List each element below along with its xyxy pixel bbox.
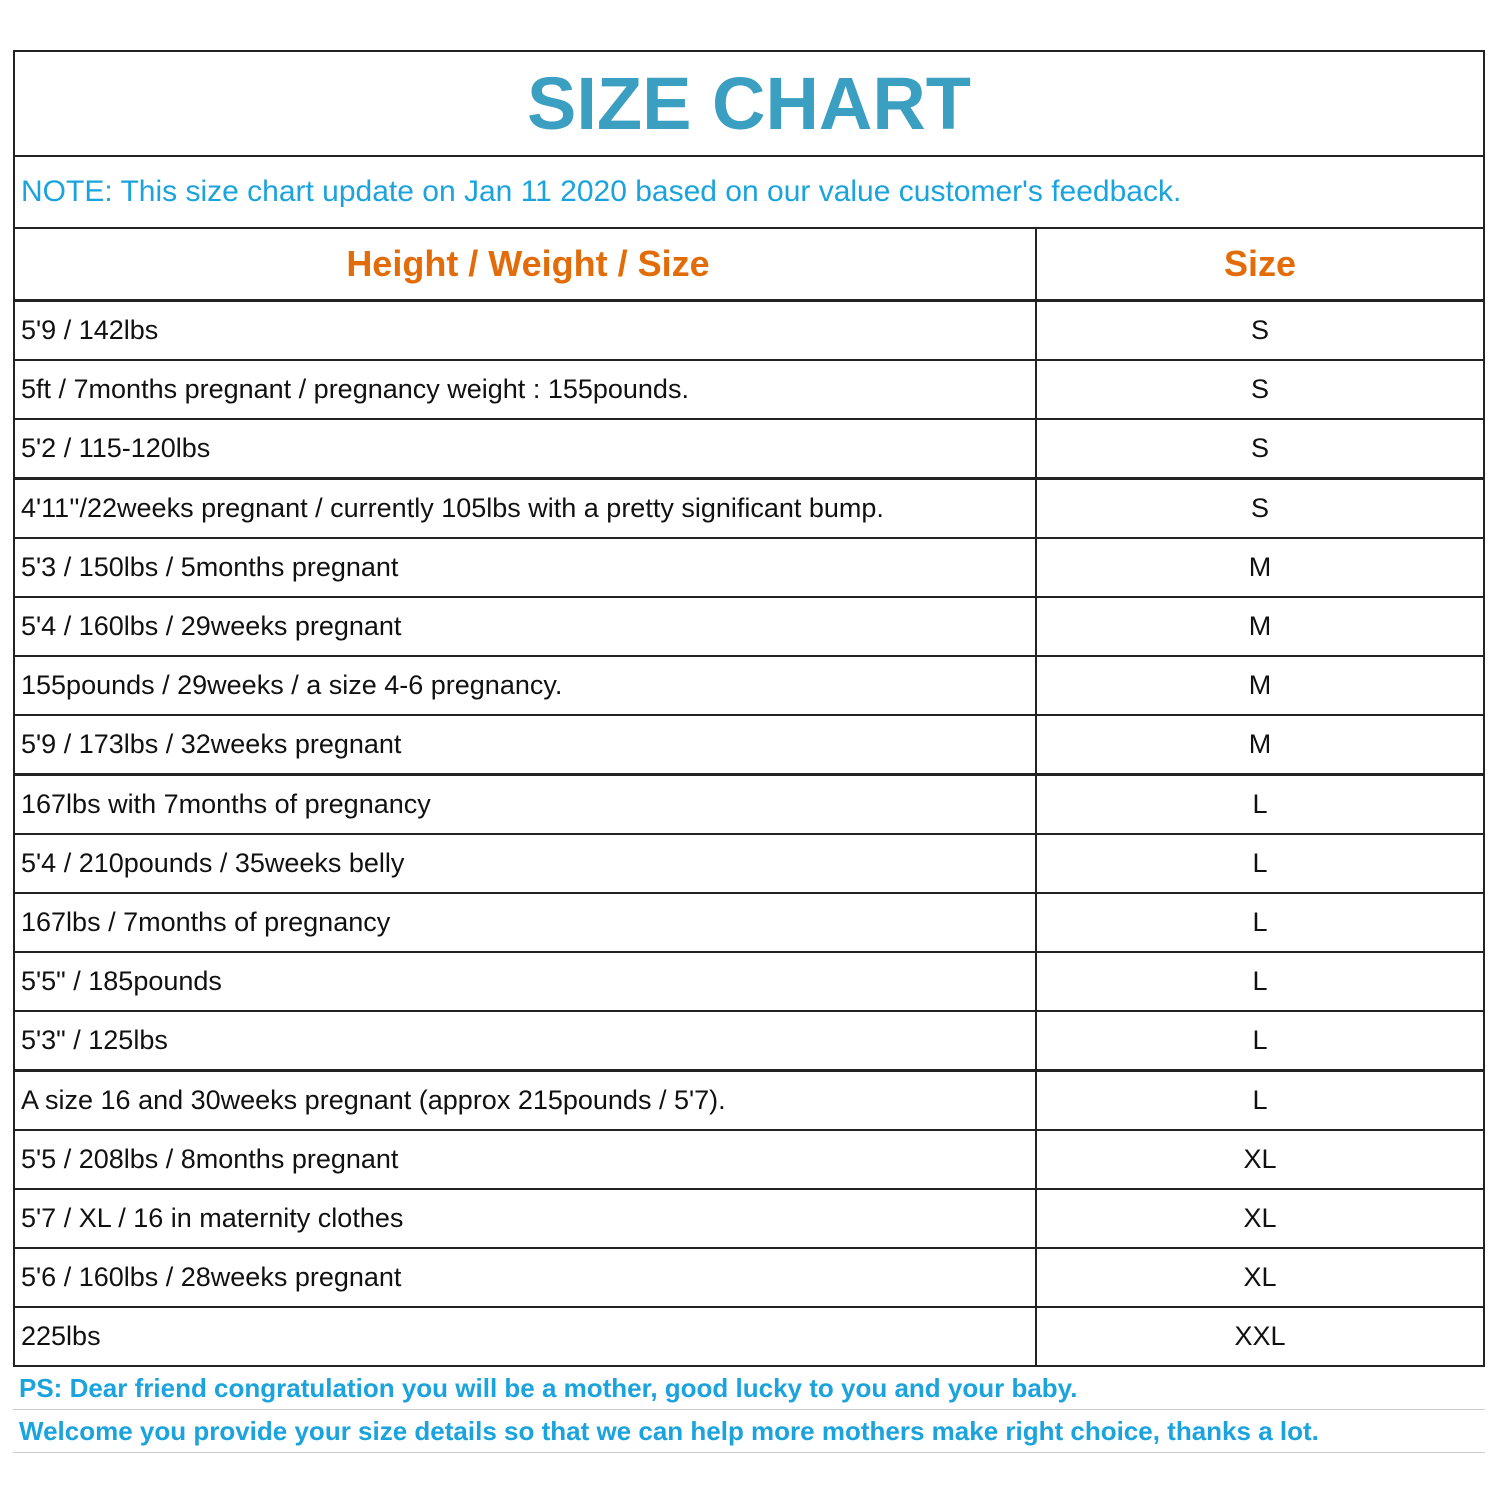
description-cell: 5'9 / 173lbs / 32weeks pregnant	[13, 714, 1037, 775]
size-cell: XL	[1035, 1129, 1485, 1190]
description-cell: 167lbs / 7months of pregnancy	[13, 892, 1037, 953]
footer-line: Welcome you provide your size details so…	[13, 1410, 1485, 1453]
description-cell: 155pounds / 29weeks / a size 4-6 pregnan…	[13, 655, 1037, 716]
size-cell: L	[1035, 1010, 1485, 1071]
description-cell: 5'4 / 160lbs / 29weeks pregnant	[13, 596, 1037, 657]
size-cell: S	[1035, 478, 1485, 539]
note: NOTE: This size chart update on Jan 11 2…	[13, 155, 1485, 229]
title: SIZE CHART	[13, 50, 1485, 157]
size-cell: L	[1035, 1070, 1485, 1131]
column-header: Height / Weight / Size	[13, 227, 1037, 301]
description-cell: 5'3" / 125lbs	[13, 1010, 1037, 1071]
size-cell: S	[1035, 300, 1485, 361]
footer-line: PS: Dear friend congratulation you will …	[13, 1367, 1485, 1410]
size-cell: S	[1035, 359, 1485, 420]
size-cell: M	[1035, 655, 1485, 716]
size-cell: L	[1035, 892, 1485, 953]
size-cell: M	[1035, 537, 1485, 598]
description-cell: 167lbs with 7months of pregnancy	[13, 774, 1037, 835]
description-cell: 5ft / 7months pregnant / pregnancy weigh…	[13, 359, 1037, 420]
description-cell: A size 16 and 30weeks pregnant (approx 2…	[13, 1070, 1037, 1131]
size-cell: L	[1035, 833, 1485, 894]
size-cell: XL	[1035, 1188, 1485, 1249]
description-cell: 5'5 / 208lbs / 8months pregnant	[13, 1129, 1037, 1190]
description-cell: 5'6 / 160lbs / 28weeks pregnant	[13, 1247, 1037, 1308]
description-cell: 5'3 / 150lbs / 5months pregnant	[13, 537, 1037, 598]
size-cell: XL	[1035, 1247, 1485, 1308]
description-cell: 5'9 / 142lbs	[13, 300, 1037, 361]
description-cell: 5'5" / 185pounds	[13, 951, 1037, 1012]
description-cell: 225lbs	[13, 1306, 1037, 1367]
size-cell: M	[1035, 596, 1485, 657]
size-cell: M	[1035, 714, 1485, 775]
size-cell: S	[1035, 418, 1485, 479]
column-header: Size	[1035, 227, 1485, 301]
description-cell: 5'2 / 115-120lbs	[13, 418, 1037, 479]
size-cell: L	[1035, 951, 1485, 1012]
description-cell: 4'11''/22weeks pregnant / currently 105l…	[13, 478, 1037, 539]
size-cell: XXL	[1035, 1306, 1485, 1367]
description-cell: 5'4 / 210pounds / 35weeks belly	[13, 833, 1037, 894]
size-cell: L	[1035, 774, 1485, 835]
description-cell: 5'7 / XL / 16 in maternity clothes	[13, 1188, 1037, 1249]
